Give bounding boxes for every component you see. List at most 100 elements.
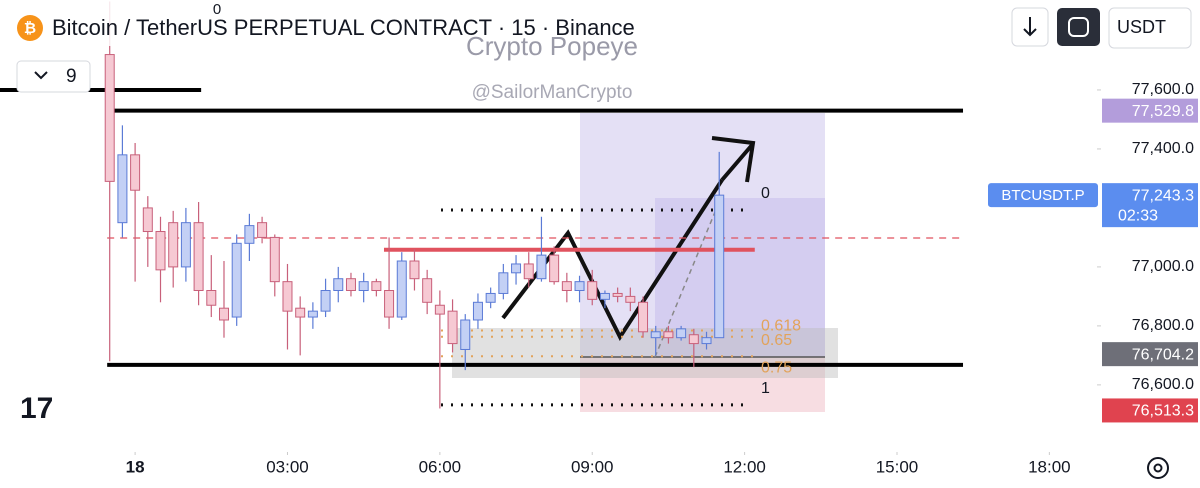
x-tick-label: 12:00 bbox=[723, 457, 766, 476]
support-zone bbox=[452, 328, 838, 378]
y-tick-label: 76,600.0 bbox=[1132, 376, 1194, 393]
candle-body bbox=[155, 231, 166, 271]
coin-icon bbox=[17, 15, 43, 41]
candle-body bbox=[663, 331, 674, 339]
price-tag-label: 76,704.2 bbox=[1132, 346, 1194, 363]
candle-body bbox=[447, 310, 458, 345]
candle-body bbox=[295, 307, 306, 318]
price-tag bbox=[1102, 98, 1198, 123]
candle-body bbox=[130, 154, 141, 191]
price-tag-label: 76,513.3 bbox=[1132, 403, 1194, 420]
candle-body bbox=[460, 319, 471, 350]
projection-arrow bbox=[720, 143, 754, 182]
tv-logo: 17 bbox=[20, 392, 53, 425]
y-tick-label: 77,600.0 bbox=[1132, 81, 1194, 98]
candle-body bbox=[307, 310, 318, 318]
candle-body bbox=[345, 278, 356, 292]
candle-body bbox=[180, 222, 191, 268]
handle: @SailorManCrypto bbox=[472, 82, 633, 103]
candle-body bbox=[142, 207, 153, 233]
candle-body bbox=[206, 290, 217, 306]
candle-body bbox=[688, 334, 699, 345]
candle-body bbox=[269, 236, 280, 283]
currency: USDT bbox=[1117, 17, 1166, 37]
candle-body bbox=[218, 307, 229, 321]
candle-body bbox=[638, 301, 649, 333]
candle-body bbox=[358, 281, 369, 292]
candle-body bbox=[333, 278, 344, 292]
coin-symbol: ₿ bbox=[24, 20, 36, 37]
price-tag bbox=[1102, 398, 1198, 423]
fib-label: 0.65 bbox=[761, 332, 792, 349]
indicator-count: 9 bbox=[66, 66, 77, 87]
y-tick-label: 76,800.0 bbox=[1132, 317, 1194, 334]
candle-body bbox=[422, 278, 433, 303]
candle-body bbox=[701, 337, 712, 345]
fib-label: 0.75 bbox=[761, 359, 792, 376]
candle-body bbox=[549, 254, 560, 283]
price-tag-label: 77,529.8 bbox=[1132, 103, 1194, 120]
candle-body bbox=[561, 281, 572, 292]
candle-body bbox=[612, 292, 623, 297]
candle-body bbox=[117, 154, 128, 224]
candle-body bbox=[193, 222, 204, 292]
candle-body bbox=[523, 263, 534, 280]
y-tick-label: 77,000.0 bbox=[1132, 258, 1194, 275]
candle-body bbox=[396, 260, 407, 318]
fib-label: 1 bbox=[761, 380, 770, 397]
symbol-label: BTCUSDT.P bbox=[1001, 187, 1084, 204]
candle-body bbox=[320, 290, 331, 312]
candle-body bbox=[384, 290, 395, 318]
price-tag bbox=[1102, 342, 1198, 367]
x-tick-label: 06:00 bbox=[419, 457, 462, 476]
fullscreen-icon bbox=[1068, 17, 1089, 37]
candle-body bbox=[625, 295, 636, 303]
watermark: Crypto Popeye bbox=[466, 31, 638, 61]
header-bg bbox=[0, 0, 1000, 46]
candle-body bbox=[676, 328, 687, 339]
x-tick-label: 18:00 bbox=[1028, 457, 1071, 476]
candle-body bbox=[714, 194, 725, 339]
fullscreen-button[interactable] bbox=[1057, 8, 1100, 46]
chart-title: Bitcoin / TetherUS PERPETUAL CONTRACT · … bbox=[52, 15, 635, 40]
candle-body bbox=[498, 272, 509, 294]
candle-body bbox=[472, 301, 483, 321]
y-tick-label: 77,400.0 bbox=[1132, 140, 1194, 157]
candle-body bbox=[104, 54, 115, 182]
indicator-toggle[interactable] bbox=[16, 60, 91, 93]
symbol-tag bbox=[988, 183, 1098, 208]
candle-body bbox=[574, 281, 585, 292]
x-tick-label: 15:00 bbox=[876, 457, 919, 476]
candle-body bbox=[282, 281, 293, 312]
candle-body bbox=[587, 281, 598, 300]
currency-button[interactable] bbox=[1108, 7, 1192, 49]
candle-body bbox=[409, 260, 420, 280]
countdown: 02:33 bbox=[1118, 207, 1158, 224]
settings-core bbox=[1153, 463, 1163, 473]
x-tick-label: 09:00 bbox=[571, 457, 614, 476]
candle-body bbox=[244, 225, 255, 244]
candle-body bbox=[511, 263, 522, 274]
settings-icon[interactable] bbox=[1147, 457, 1169, 479]
trend-dash bbox=[654, 199, 721, 358]
x-tick-label: 18 bbox=[126, 457, 145, 476]
candle-body bbox=[599, 292, 610, 300]
last-price-tag bbox=[1102, 183, 1198, 228]
candle-body bbox=[231, 242, 242, 318]
top-note: 0 bbox=[213, 1, 221, 18]
candle-body bbox=[371, 281, 382, 292]
fib-label: 0 bbox=[761, 185, 770, 202]
down-icon bbox=[1023, 17, 1037, 37]
candle-body bbox=[434, 304, 445, 315]
last-price-label: 77,243.3 bbox=[1132, 187, 1194, 204]
fib-label: 0.618 bbox=[761, 318, 801, 335]
candle-body bbox=[485, 292, 496, 303]
candle-body bbox=[650, 331, 661, 339]
x-tick-label: 03:00 bbox=[266, 457, 309, 476]
candle-body bbox=[168, 222, 179, 268]
candle-body bbox=[257, 222, 268, 238]
arrow-head bbox=[711, 136, 756, 183]
candle-body bbox=[536, 254, 547, 280]
